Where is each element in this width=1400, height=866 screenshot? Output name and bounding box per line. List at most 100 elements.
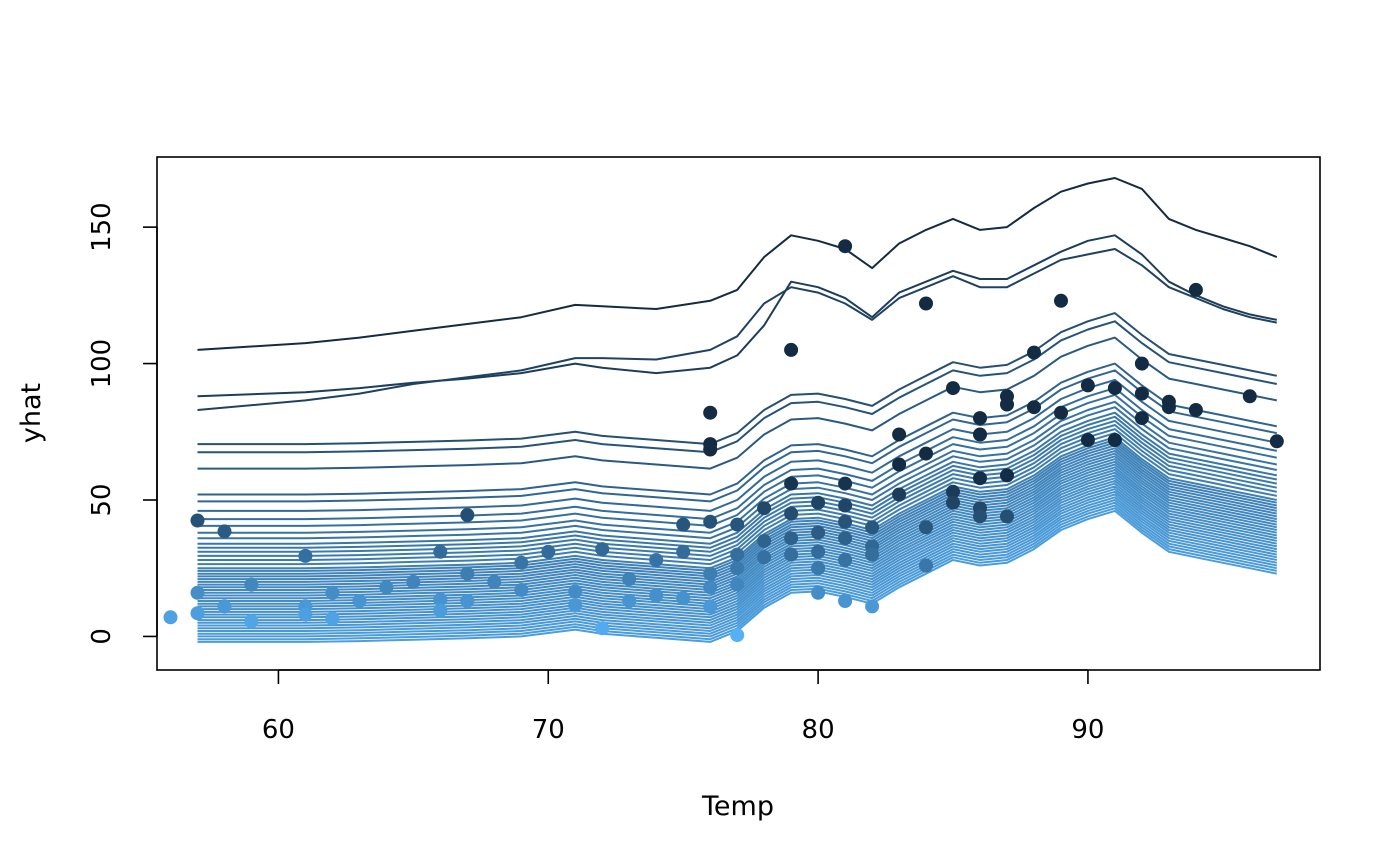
data-point [703,599,718,614]
data-point [379,580,394,595]
data-point [1054,293,1068,308]
data-point [811,585,826,600]
series-line [197,234,1277,398]
data-point [838,498,853,513]
data-point [1269,434,1284,449]
data-point [298,607,313,622]
data-point [433,544,448,559]
series-line [197,415,1277,549]
series-line [197,477,1277,611]
data-point [649,553,664,567]
data-point [1027,400,1041,415]
data-point [433,603,448,618]
data-point [784,476,799,491]
data-point [460,566,475,581]
data-point [784,547,799,562]
y-tick-label: 100 [87,339,117,389]
data-point [730,517,745,532]
data-point [838,239,853,254]
data-point [460,508,475,522]
x-tick-label: 60 [262,715,295,745]
data-point [676,591,691,606]
data-point [1027,345,1041,360]
data-point [892,427,907,442]
data-point [352,594,367,608]
y-tick-label: 50 [87,483,117,516]
data-point [730,561,745,576]
x-tick-label: 70 [532,715,565,745]
data-point [919,558,933,573]
data-point [703,405,718,420]
x-tick-label: 90 [1071,715,1104,745]
data-point [703,442,718,457]
series-line [197,312,1277,446]
data-point [811,544,826,559]
series-line [197,504,1277,638]
series-line [197,411,1277,545]
x-axis: 60 70 80 90 [262,669,1104,745]
series-line [197,474,1277,608]
y-axis-title: yhat [16,383,47,443]
series-line [197,444,1277,578]
series-line [197,482,1277,616]
data-point [568,584,583,599]
data-point [973,509,987,524]
data-point [946,381,960,396]
series-line [197,424,1277,557]
data-point [946,495,960,510]
data-point [1134,411,1149,426]
data-point [217,524,232,539]
series-line [197,485,1277,619]
data-point [244,614,259,629]
data-point [784,506,799,521]
data-point [892,457,907,472]
data-point [838,531,853,546]
y-axis: 0 50 100 150 [87,202,158,645]
data-point [838,553,853,567]
series-line [197,471,1277,605]
series-line [197,496,1277,630]
data-point [595,542,610,557]
data-point [730,547,745,562]
data-point [919,520,933,535]
data-point [703,566,718,581]
data-point [811,525,826,540]
data-point [1107,433,1122,447]
data-point [973,411,987,426]
series-line [197,488,1277,622]
data-point [919,296,933,311]
data-point [811,495,826,510]
data-point [514,583,529,597]
data-point [1000,397,1014,412]
data-point [1107,381,1122,396]
series-line [197,493,1277,627]
data-point [622,572,637,587]
data-point [487,574,502,589]
data-point [1054,405,1068,420]
data-point [757,501,772,516]
data-point [163,610,178,625]
series-line [197,387,1277,521]
data-point [433,592,448,607]
data-point [1080,378,1095,393]
data-point [703,514,718,529]
data-point [757,533,772,548]
series-line [197,479,1277,613]
data-point [838,594,853,608]
data-point [1000,509,1014,524]
data-point [703,580,718,595]
data-point [1134,356,1149,371]
series-line [197,499,1277,632]
series-line [197,378,1277,512]
data-point [406,574,421,589]
data-points [163,239,1284,643]
data-point [514,555,529,570]
data-point [784,342,799,357]
data-point [946,484,960,499]
data-point [217,599,232,614]
data-point [838,476,853,491]
data-point [1080,433,1095,447]
data-point [973,427,987,442]
data-point [730,577,745,592]
series-line [197,362,1277,496]
